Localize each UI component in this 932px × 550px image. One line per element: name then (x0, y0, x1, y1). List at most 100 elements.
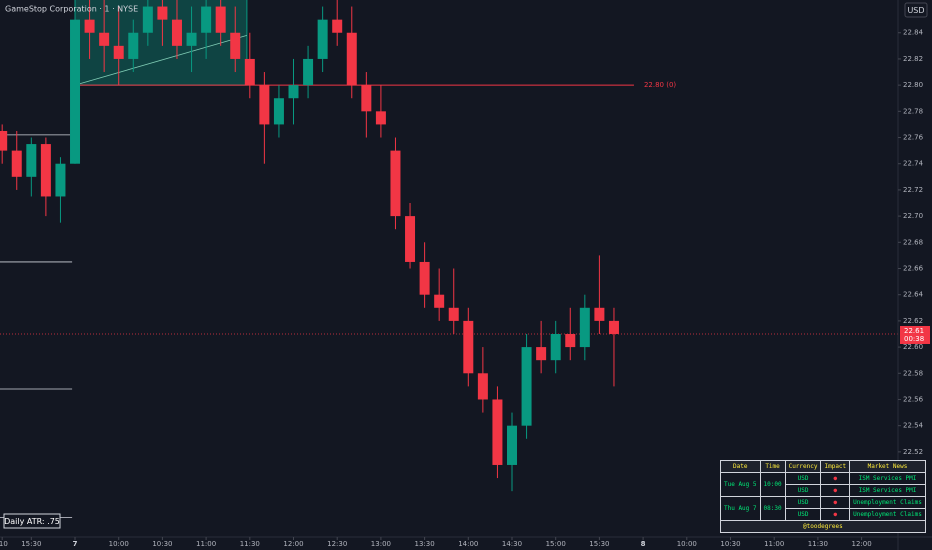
candle-body (361, 85, 372, 112)
currency-cell: USD (784, 496, 822, 509)
candle-body (157, 6, 168, 20)
candle-body (506, 425, 517, 465)
y-tick-label: 22.78 (903, 107, 923, 115)
candle-body (40, 144, 51, 197)
y-tick-label: 22.70 (903, 212, 923, 220)
candle-body (84, 19, 95, 33)
header-cell: Impact (820, 460, 851, 473)
candle-body (346, 32, 357, 86)
countdown-label: 00:38 (904, 335, 924, 343)
candle-body (608, 320, 619, 334)
x-tick-label: 10:00 (677, 540, 697, 548)
x-tick-label: 15:00 (546, 540, 566, 548)
candle-body (565, 333, 576, 348)
candle-body (594, 307, 605, 321)
news-cell: ISM Services PMI (849, 484, 926, 497)
candle-body (332, 19, 343, 33)
candle-body (434, 294, 445, 308)
x-tick-label: 11:30 (808, 540, 828, 548)
candle-body (215, 6, 226, 33)
y-tick-label: 22.54 (903, 422, 924, 430)
news-cell: Unemployment Claims (849, 508, 926, 521)
x-tick-label: 15:30 (589, 540, 609, 548)
x-tick-label: 11:30 (240, 540, 260, 548)
candle-body (11, 150, 22, 177)
news-row: Thu Aug 7 08:30 USD ● Unemployment Claims (720, 496, 926, 521)
x-tick-label: 14:30 (502, 540, 522, 548)
candle-body (448, 307, 459, 321)
impact-cell: ● (820, 484, 851, 497)
candle-body (0, 130, 8, 151)
news-cell: Unemployment Claims (849, 496, 926, 509)
x-tick-label: 7 (73, 540, 78, 548)
atr-box (3, 513, 61, 529)
header-row: Date Time Currency Impact Market News (720, 460, 926, 473)
plot: 22.80 (0) (0, 0, 898, 518)
candle-body (536, 347, 547, 361)
currency-button[interactable] (904, 2, 928, 18)
candle-body (230, 32, 241, 59)
y-tick-label: 22.66 (903, 265, 924, 273)
candle-body (259, 85, 270, 125)
impact-cell: ● (820, 508, 851, 521)
candle-body (463, 320, 474, 374)
impact-cell: ● (820, 496, 851, 509)
candle-body (128, 32, 139, 59)
y-tick-label: 22.84 (903, 29, 924, 37)
y-tick-label: 22.60 (903, 343, 923, 351)
y-tick-label: 22.62 (903, 317, 923, 325)
candle-body (492, 399, 503, 465)
news-row: USD ● ISM Services PMI (721, 484, 926, 497)
x-tick-label: 15:30 (21, 540, 41, 548)
price-badge (900, 325, 930, 344)
candle-body (303, 58, 314, 86)
y-tick-label: 22.58 (903, 369, 923, 377)
y-tick-label: 22.52 (903, 448, 923, 456)
y-tick-label: 22.68 (903, 238, 923, 246)
candle-body (99, 32, 110, 46)
candle-body (171, 19, 182, 46)
currency-label[interactable]: USD (907, 6, 924, 15)
currency-cell: USD (784, 508, 822, 521)
x-tick-label: 14:00 (458, 540, 478, 548)
time-cell: 10:00 (759, 472, 786, 497)
current-price-label: 22.61 (904, 327, 924, 335)
candle-body (288, 85, 299, 99)
trend-line (74, 34, 248, 86)
footer-row: @toodegrees (720, 520, 926, 533)
candle-body (201, 6, 212, 33)
x-tick-label: 10:30 (152, 540, 172, 548)
candle-body (375, 111, 386, 125)
x-tick-label: 13:30 (415, 540, 435, 548)
candle-body (477, 373, 488, 400)
price-line-label: 22.80 (0) (644, 81, 676, 89)
candle-body (273, 98, 284, 125)
chart-title: GameStop Corporation · 1 · NYSE (5, 5, 138, 14)
impact-cell: ● (820, 472, 851, 485)
y-tick-label: 22.56 (903, 395, 924, 403)
candle-body (419, 261, 430, 295)
candle-body (405, 216, 416, 262)
y-tick-label: 22.76 (903, 134, 924, 142)
x-tick-label: 11:00 (196, 540, 216, 548)
date-cell: Tue Aug 5 (720, 472, 761, 497)
candle-body (55, 163, 66, 197)
candle-body (579, 307, 590, 348)
news-cell: ISM Services PMI (849, 472, 926, 485)
x-tick-label: 12:00 (851, 540, 871, 548)
header-cell: Time (759, 460, 786, 473)
currency-cell: USD (784, 472, 822, 485)
currency-cell: USD (784, 484, 822, 497)
y-tick-label: 22.74 (903, 160, 924, 168)
candle-body (113, 45, 124, 59)
candle-body (26, 144, 37, 177)
candle-body (390, 150, 401, 217)
header-cell: Date (720, 460, 761, 473)
x-tick-label: 13:00 (371, 540, 391, 548)
header-cell: Market News (849, 460, 926, 473)
y-tick-label: 22.72 (903, 186, 923, 194)
header-cell: Currency (784, 460, 822, 473)
x-tick-label: 12:30 (327, 540, 347, 548)
candle-body (142, 6, 153, 33)
